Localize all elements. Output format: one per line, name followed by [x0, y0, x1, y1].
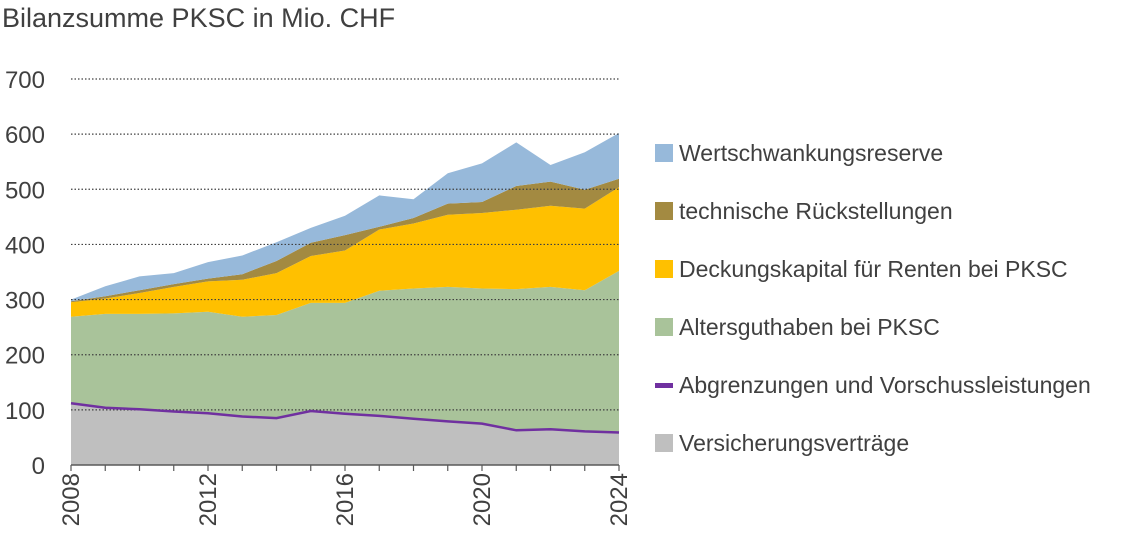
legend-swatch	[655, 144, 673, 162]
legend-item-altersguthaben-bei-pksc: Altersguthaben bei PKSC	[655, 312, 940, 342]
legend-label: Abgrenzungen und Vorschussleistungen	[679, 371, 1091, 398]
legend-label: Versicherungsverträge	[679, 429, 910, 456]
x-axis-ticks: 2008 2012 2016 2020 2024	[58, 465, 633, 526]
area-versicherungsvertrage	[71, 403, 619, 465]
legend-item-technische-ruckstellungen: technische Rückstellungen	[655, 196, 953, 226]
x-tick-label: 2020	[469, 473, 496, 526]
line-abgrenzungen-und-vorschussleistungen	[70, 401, 620, 434]
area-deckungskapital-fur-renten-bei-pksc	[71, 187, 619, 317]
y-tick-label: 300	[5, 288, 45, 315]
x-tick-label: 2012	[195, 473, 222, 526]
legend-swatch	[655, 202, 673, 220]
legend-label: Wertschwankungsreserve	[679, 139, 944, 166]
y-axis-ticks: 0 100 200 300 400 500 600 700	[5, 67, 45, 480]
legend-item-abgrenzungen-und-vorschussleistungen: Abgrenzungen und Vorschussleistungen	[655, 370, 1091, 400]
legend-item-wertschwankungsreserve: Wertschwankungsreserve	[655, 138, 943, 168]
y-tick-label: 400	[5, 232, 45, 259]
legend-label: Deckungskapital für Renten bei PKSC	[679, 255, 1068, 282]
legend-swatch	[655, 434, 673, 452]
y-tick-label: 600	[5, 122, 45, 149]
legend-item-versicherungsvertrage: Versicherungsverträge	[655, 428, 909, 458]
area-series-group	[71, 133, 619, 465]
chart-title: Bilanzsumme PKSC in Mio. CHF	[2, 3, 396, 33]
y-tick-label: 200	[5, 343, 45, 370]
y-tick-label: 100	[5, 398, 45, 425]
legend-label: technische Rückstellungen	[679, 197, 953, 224]
legend-swatch	[655, 382, 673, 388]
x-tick-label: 2016	[332, 473, 359, 526]
area-wertschwankungsreserve	[71, 133, 619, 302]
x-tick-label: 2008	[58, 473, 85, 526]
line-series-group	[70, 401, 620, 434]
legend-label: Altersguthaben bei PKSC	[679, 313, 940, 340]
area-altersguthaben-bei-pksc	[71, 270, 619, 433]
y-tick-label: 500	[5, 177, 45, 204]
y-tick-label: 700	[5, 67, 45, 94]
y-tick-label: 0	[32, 453, 45, 480]
legend-swatch	[655, 318, 673, 336]
legend-item-deckungskapital-fur-renten-bei-pksc: Deckungskapital für Renten bei PKSC	[655, 254, 1068, 284]
area-technische-ruckstellungen	[71, 178, 619, 303]
legend-swatch	[655, 260, 673, 278]
x-tick-label: 2024	[606, 473, 633, 526]
